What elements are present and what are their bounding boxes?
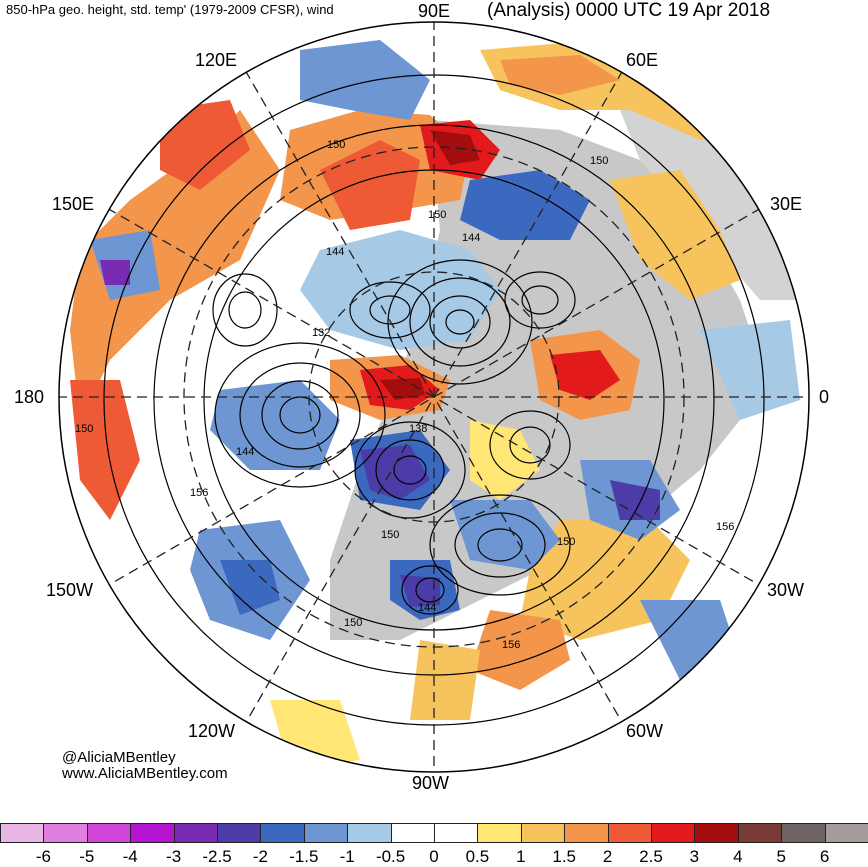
colorbar-swatch [260,823,305,843]
colorbar-swatch [607,823,652,843]
colorbar-swatch [390,823,435,843]
colorbar-swatch [737,823,783,843]
lon-label-90w: 90W [412,773,450,793]
colorbar-swatch [86,823,132,843]
contour-label: 150 [590,155,608,167]
colorbar-tick-label: 1 [516,847,526,866]
colorbar-tick-label: 2 [602,847,613,866]
colorbar-tick-label: 0 [429,847,439,866]
colorbar-swatch [694,823,739,843]
colorbar-tick-label: -5 [79,847,95,866]
credit-url: www.AliciaMBentley.com [62,765,228,782]
contour-label: 150 [327,139,345,151]
lon-label-150w: 150W [46,580,94,600]
colorbar-swatch [173,823,218,843]
colorbar-tick-label: 1.5 [552,847,577,866]
contour-label: 156 [716,521,734,533]
colorbar-tick-label: 2.5 [639,847,663,866]
colorbar-swatch [43,823,88,843]
colorbar-swatch [434,823,479,843]
colorbar-swatch [217,823,262,843]
contour-label: 132 [312,327,330,339]
colorbar-tick-label: -6 [35,847,51,866]
contour-label: 144 [236,446,254,458]
credit-handle: @AliciaMBentley [62,749,176,766]
lon-label-150e: 150E [52,194,95,214]
colorbar-swatch [130,823,175,843]
colorbar-tick-label: -4 [122,847,138,866]
lon-label-180: 180 [14,387,45,407]
lon-label-30w: 30W [767,580,805,600]
contour-label: 144 [418,602,436,614]
contour-label: 144 [462,232,480,244]
lon-label-120w: 120W [188,721,236,741]
graticule [59,22,809,772]
colorbar-tick-label: 4 [733,847,743,866]
colorbar-tick-label: 6 [819,847,830,866]
contour-label: 150 [381,529,399,541]
contour-label: 156 [502,639,520,651]
polar-map: 150 144 150 144 132 138 144 156 150 150 … [58,21,810,773]
colorbar-swatch [564,823,609,843]
colorbar-tick-label: -1 [339,847,355,866]
colorbar-swatch [303,823,349,843]
contour-label: 138 [409,423,427,435]
map-boundary [58,21,810,773]
map-title-left: 850-hPa geo. height, std. temp' (1979-20… [6,2,334,17]
lon-label-60w: 60W [626,721,664,741]
colorbar-swatch [781,823,826,843]
contour-label: 156 [190,487,208,499]
contour-label: 150 [428,209,446,221]
colorbar-tick-label: -0.5 [375,847,406,866]
colorbar-tick-label: 3 [689,847,700,866]
colorbar-swatch [477,823,522,843]
contour-label-group: 150 144 150 144 132 138 144 156 150 150 … [75,139,734,651]
lon-label-120e: 120E [195,50,238,70]
colorbar-tick-label: 0.5 [465,847,490,866]
colorbar-swatch [0,823,45,843]
height-contours [103,74,765,726]
map-title-right: (Analysis) 0000 UTC 19 Apr 2018 [487,0,771,21]
contour-label: 150 [75,423,93,435]
colorbar-tick-label: 5 [776,847,786,866]
colorbar-swatch [651,823,696,843]
map-disk [59,22,809,772]
colorbar-swatch [520,823,566,843]
colorbar-swatch [824,823,868,843]
colorbar-tick-label: -2 [252,847,268,866]
colorbar: -6 -5 -4 -3 -2.5 -2 -1.5 -1 -0.5 0 0.5 1 1.5 2 2.5 3 4 5 6 [0,823,868,866]
contour-label: 150 [344,617,362,629]
lon-label-0: 0 [819,387,830,407]
colorbar-tick-label: -2.5 [202,847,232,866]
lon-label-60e: 60E [626,50,659,70]
contour-label: 144 [326,246,344,258]
lon-label-30e: 30E [770,194,803,214]
colorbar-tick-label: -1.5 [289,847,319,866]
colorbar-swatch [347,823,392,843]
colorbar-tick-label: -3 [166,847,182,866]
lon-label-90e: 90E [418,1,451,21]
contour-label: 150 [557,536,575,548]
